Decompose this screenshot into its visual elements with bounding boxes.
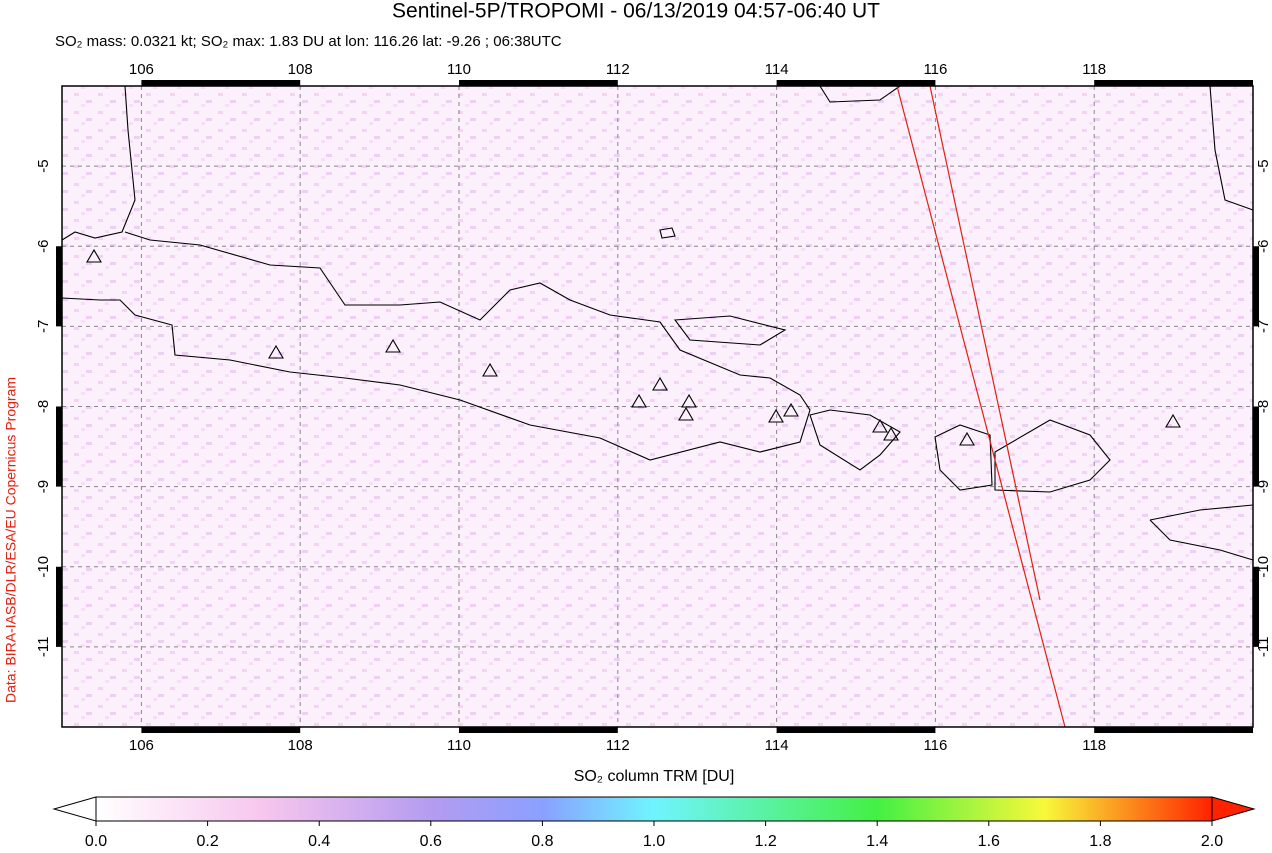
colorbar-tick-label: 0.6: [420, 833, 442, 850]
frame-segment: [141, 80, 301, 86]
x-tick-label: 110: [447, 61, 471, 78]
x-tick-label: 106: [129, 61, 154, 78]
colorbar-tick-label: 1.8: [1089, 833, 1111, 850]
y-tick-label: -5: [1255, 159, 1272, 172]
x-tick-label: 108: [288, 61, 313, 78]
swath-edges: [896, 85, 1066, 728]
x-tick-label: 116: [923, 61, 947, 78]
colorbar-tick-label: 1.4: [866, 833, 888, 850]
frame-segment: [1094, 80, 1253, 86]
colorbar-tick-label: 2.0: [1201, 833, 1223, 850]
colorbar-tick-label: 0.4: [308, 833, 330, 850]
x-tick-label: 118: [1082, 61, 1106, 78]
x-tick-label: 118: [1082, 737, 1106, 754]
x-tick-label: 112: [606, 61, 630, 78]
y-tick-label: -9: [1255, 480, 1272, 493]
x-tick-label: 108: [288, 737, 313, 754]
title: Sentinel-5P/TROPOMI - 06/13/2019 04:57-0…: [392, 0, 880, 23]
volcanoes: [86, 248, 1181, 446]
frame-segment: [1253, 246, 1259, 327]
x-tick-label: 116: [923, 737, 947, 754]
frame-segment: [1253, 406, 1259, 487]
y-tick-label: -5: [35, 159, 52, 172]
frame-segment: [56, 406, 62, 487]
y-tick-label: -10: [35, 556, 52, 578]
credit: Data: BIRA-IASB/DLR/ESA/EU Copernicus Pr…: [3, 377, 19, 703]
x-tick-label: 114: [765, 61, 789, 78]
y-tick-label: -8: [35, 400, 52, 413]
colorbar-tick-label: 1.2: [754, 833, 776, 850]
y-tick-label: -7: [35, 320, 52, 333]
x-tick-label: 112: [606, 737, 630, 754]
subtitle: SO₂ mass: 0.0321 kt; SO₂ max: 1.83 DU at…: [55, 33, 562, 50]
colorbar: [95, 796, 1213, 822]
colorbar-tick-label: 0.0: [85, 833, 107, 850]
y-tick-label: -6: [1255, 240, 1272, 253]
frame-segment: [1094, 727, 1253, 733]
y-tick-label: -9: [35, 480, 52, 493]
frame-segment: [459, 80, 618, 86]
y-tick-label: -7: [1255, 320, 1272, 333]
colorbar-label: SO₂ column TRM [DU]: [574, 768, 735, 785]
frame-segment: [776, 80, 936, 86]
frame-segment: [1253, 566, 1259, 647]
frame-segment: [141, 727, 301, 733]
x-tick-label: 114: [765, 737, 789, 754]
frame-segment: [459, 727, 618, 733]
colorbar-tick-label: 0.2: [196, 833, 218, 850]
y-tick-label: -6: [35, 240, 52, 253]
y-tick-label: -11: [35, 637, 52, 658]
x-tick-label: 110: [447, 737, 471, 754]
x-tick-label: 106: [129, 737, 154, 754]
colorbar-tick-label: 0.8: [531, 833, 553, 850]
frame-segment: [776, 727, 936, 733]
frame-segment: [56, 246, 62, 327]
colorbar-tick-label: 1.6: [978, 833, 1000, 850]
y-tick-label: -10: [1255, 556, 1272, 578]
colorbar-tick-label: 1.0: [643, 833, 665, 850]
frame-segment: [56, 566, 62, 647]
colorbar-under: [52, 796, 97, 822]
y-tick-label: -8: [1255, 400, 1272, 413]
colorbar-over: [1211, 796, 1256, 822]
y-tick-label: -11: [1255, 637, 1272, 658]
